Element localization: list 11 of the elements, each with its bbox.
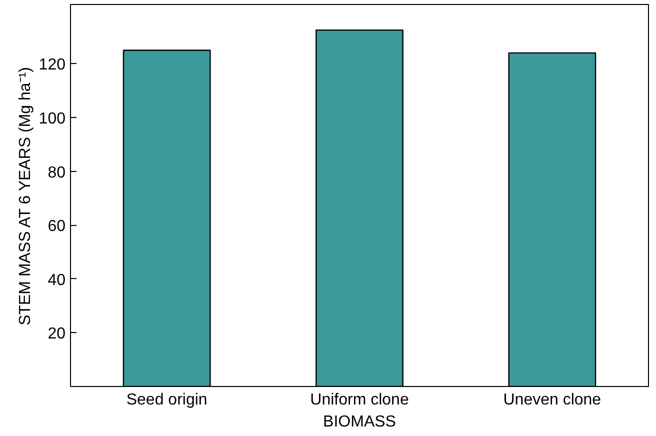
y-tick-label: 60 xyxy=(48,218,66,236)
y-tick-label: 40 xyxy=(48,272,66,289)
x-tick-label: Uniform clone xyxy=(310,392,409,408)
y-tick-label: 120 xyxy=(38,56,66,74)
y-tick-label: 20 xyxy=(48,326,66,343)
y-axis-title: STEM MASS AT 6 YEARS (Mg ha⁻¹) xyxy=(16,67,34,326)
y-tick-label: 80 xyxy=(48,164,66,182)
x-tick-label: Uneven clone xyxy=(503,392,602,408)
x-tick-label: Seed origin xyxy=(126,392,208,408)
x-axis-title: BIOMASS xyxy=(323,414,396,430)
y-tick-label: 100 xyxy=(38,110,66,128)
